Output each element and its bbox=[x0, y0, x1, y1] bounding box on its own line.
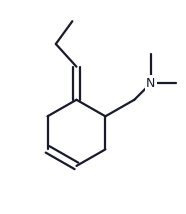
Text: N: N bbox=[146, 77, 155, 90]
